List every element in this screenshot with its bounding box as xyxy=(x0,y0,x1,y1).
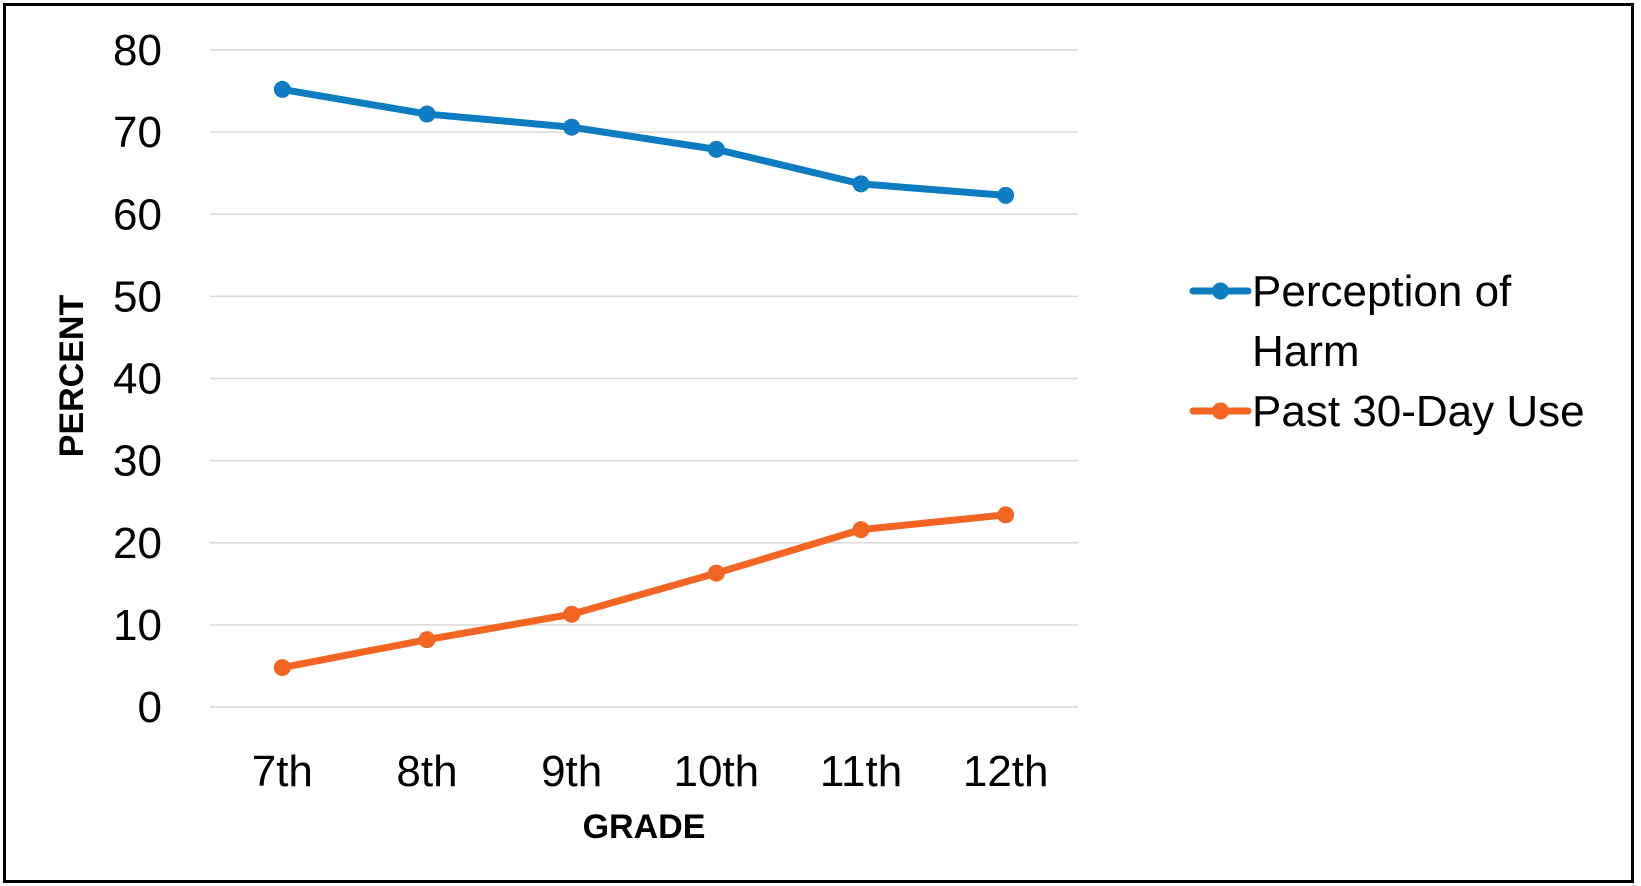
y-tick-label: 60 xyxy=(113,190,162,239)
legend-label: Harm xyxy=(1252,327,1360,376)
x-tick-label: 8th xyxy=(396,747,457,796)
data-point xyxy=(707,140,725,158)
legend-swatch-marker xyxy=(1212,402,1229,420)
y-tick-label: 10 xyxy=(113,601,162,650)
chart-frame xyxy=(3,3,1634,883)
data-point xyxy=(707,564,725,582)
data-point xyxy=(273,80,291,98)
gridlines xyxy=(210,49,1078,708)
y-tick-label: 0 xyxy=(138,683,162,732)
x-axis-ticks: 7th 8th 9th 10th 11th 12th xyxy=(252,747,1049,796)
x-tick-label: 11th xyxy=(820,747,902,796)
data-point xyxy=(418,105,436,123)
series-line xyxy=(278,511,1010,672)
series-lines xyxy=(273,80,1015,677)
legend: Perception of Harm Past 30-Day Use xyxy=(1189,267,1585,436)
y-tick-label: 50 xyxy=(113,272,162,321)
y-tick-label: 30 xyxy=(113,437,162,486)
data-point xyxy=(997,186,1015,204)
series-line xyxy=(278,85,1010,199)
data-point xyxy=(563,118,581,136)
data-point xyxy=(852,175,870,193)
y-axis-ticks: 0 10 20 30 40 50 60 70 80 xyxy=(113,26,162,732)
data-point xyxy=(997,506,1015,524)
data-point xyxy=(418,631,436,649)
y-axis-title: PERCENT xyxy=(53,295,91,458)
x-tick-label: 12th xyxy=(963,747,1049,796)
y-tick-label: 20 xyxy=(113,519,162,568)
data-point xyxy=(852,521,870,539)
legend-swatch-marker xyxy=(1212,282,1229,300)
x-tick-label: 10th xyxy=(674,747,760,796)
x-tick-label: 9th xyxy=(541,747,602,796)
data-point xyxy=(563,605,581,623)
legend-label: Perception of xyxy=(1252,267,1512,316)
y-tick-label: 70 xyxy=(113,108,162,157)
y-tick-label: 80 xyxy=(113,26,162,75)
data-point xyxy=(273,659,291,677)
legend-label: Past 30-Day Use xyxy=(1252,387,1585,436)
x-axis-title: GRADE xyxy=(583,808,706,846)
y-tick-label: 40 xyxy=(113,355,162,404)
x-tick-label: 7th xyxy=(252,747,313,796)
